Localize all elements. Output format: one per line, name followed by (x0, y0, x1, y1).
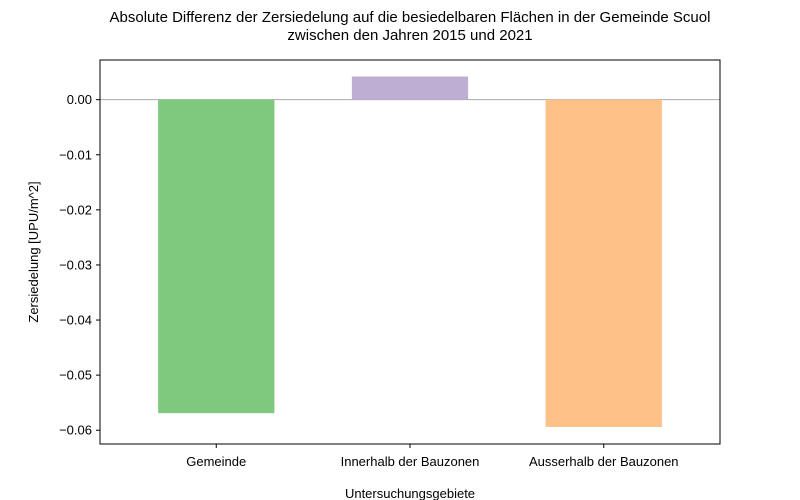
bar-1 (351, 76, 469, 100)
chart-title-line1: Absolute Differenz der Zersiedelung auf … (110, 9, 711, 26)
y-tick-label: −0.03 (59, 257, 92, 272)
y-tick-label: −0.05 (59, 368, 92, 383)
y-tick-label: −0.06 (59, 423, 92, 438)
x-axis-label: Untersuchungsgebiete (345, 486, 475, 500)
x-tick-label: Gemeinde (186, 454, 246, 469)
x-axis-ticks: Gemeinde Innerhalb der Bauzonen Ausserhalb… (186, 444, 679, 469)
y-tick-label: −0.04 (59, 313, 92, 328)
y-axis-ticks: 0.00 −0.01 −0.02 −0.03 −0.04 −0.05 −0.06 (59, 92, 100, 438)
bar-2 (545, 99, 662, 427)
y-axis-label: Zersiedelung [UPU/m^2] (26, 181, 41, 322)
chart-title-line2: zwischen den Jahren 2015 und 2021 (287, 27, 532, 44)
x-tick-label: Ausserhalb der Bauzonen (529, 454, 679, 469)
bars-group (158, 76, 662, 427)
bar-0 (158, 99, 275, 414)
y-tick-label: −0.02 (59, 202, 92, 217)
plot-frame (99, 59, 721, 445)
y-tick-label: 0.00 (67, 92, 92, 107)
y-tick-label: −0.01 (59, 147, 92, 162)
x-tick-label: Innerhalb der Bauzonen (341, 454, 480, 469)
